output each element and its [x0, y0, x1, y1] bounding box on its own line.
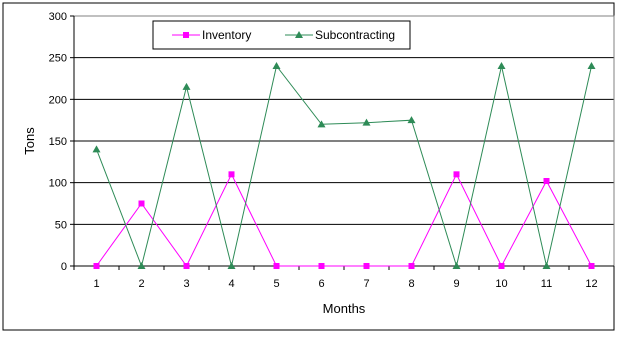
y-axis-label: Tons	[22, 127, 37, 155]
data-point-subcontracting	[317, 120, 326, 128]
series-group	[92, 62, 596, 269]
x-tick-label: 7	[363, 278, 369, 290]
x-tick-label: 8	[408, 278, 414, 290]
data-point-subcontracting	[227, 262, 236, 269]
x-axis-label: Months	[323, 301, 366, 316]
data-point-inventory	[93, 263, 100, 269]
data-point-inventory	[318, 263, 325, 269]
legend: Inventory Subcontracting	[152, 20, 411, 50]
series-line-subcontracting	[96, 64, 592, 268]
data-point-subcontracting	[497, 62, 506, 69]
data-point-inventory	[138, 200, 145, 207]
x-tick-label: 9	[453, 278, 459, 290]
data-point-inventory	[543, 178, 550, 184]
data-point-inventory	[273, 263, 280, 269]
legend-marker-subcontracting	[295, 31, 303, 38]
data-point-subcontracting	[407, 116, 416, 124]
data-point-subcontracting	[92, 145, 101, 153]
y-tick-label: 50	[55, 219, 67, 231]
x-tick-label: 1	[93, 278, 99, 290]
series-line-inventory	[96, 173, 592, 268]
x-tick-label: 12	[585, 278, 597, 290]
x-tick-label: 6	[318, 278, 324, 290]
y-tick-label: 150	[49, 136, 67, 148]
y-tick-label: 250	[49, 53, 67, 65]
data-point-subcontracting	[362, 118, 371, 126]
data-point-subcontracting	[587, 62, 596, 69]
data-point-inventory	[408, 263, 415, 269]
x-tick-label: 11	[541, 278, 552, 290]
y-tick-label: 300	[49, 11, 67, 23]
x-tick-label: 3	[183, 278, 189, 290]
x-tick-label: 2	[138, 278, 144, 290]
data-point-inventory	[228, 171, 235, 178]
x-tick-label: 10	[495, 278, 507, 290]
data-point-subcontracting	[452, 262, 461, 269]
y-tick-label: 100	[49, 178, 67, 190]
legend-label-inventory: Inventory	[202, 28, 251, 42]
x-tick-label: 4	[228, 278, 234, 290]
legend-marker-inventory	[183, 32, 189, 38]
data-point-inventory	[588, 263, 595, 269]
data-point-inventory	[363, 263, 370, 269]
data-point-subcontracting	[542, 262, 551, 269]
x-tick-label: 5	[273, 278, 279, 290]
data-point-subcontracting	[182, 82, 191, 90]
y-tick-label: 0	[61, 261, 67, 273]
data-point-subcontracting	[272, 62, 281, 69]
data-point-inventory	[498, 263, 505, 269]
data-point-inventory	[183, 263, 190, 269]
y-tick-label: 200	[49, 94, 67, 106]
legend-label-subcontracting: Subcontracting	[315, 28, 395, 42]
data-point-inventory	[453, 171, 460, 178]
data-point-subcontracting	[137, 262, 146, 269]
